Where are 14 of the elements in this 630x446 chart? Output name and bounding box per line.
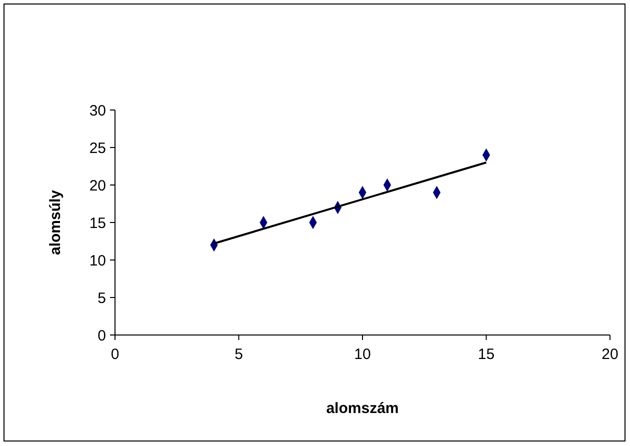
y-tick-label: 15 bbox=[89, 214, 106, 232]
x-tick-label: 5 bbox=[234, 346, 243, 363]
y-tick-label: 5 bbox=[98, 290, 106, 307]
y-tick-label: 20 bbox=[89, 177, 106, 194]
x-tick-label: 0 bbox=[110, 346, 120, 363]
x-tick-label: 15 bbox=[478, 346, 495, 363]
y-tick-label: 10 bbox=[89, 252, 106, 270]
y-axis-title: alomsúly bbox=[47, 189, 64, 256]
x-tick-label: 20 bbox=[602, 346, 618, 363]
y-tick-label: 30 bbox=[89, 102, 106, 120]
y-tick-label: 0 bbox=[98, 327, 106, 344]
x-axis-title: alomszám bbox=[326, 400, 399, 417]
y-tick-label: 25 bbox=[89, 140, 106, 157]
x-tick-label: 10 bbox=[354, 346, 371, 363]
